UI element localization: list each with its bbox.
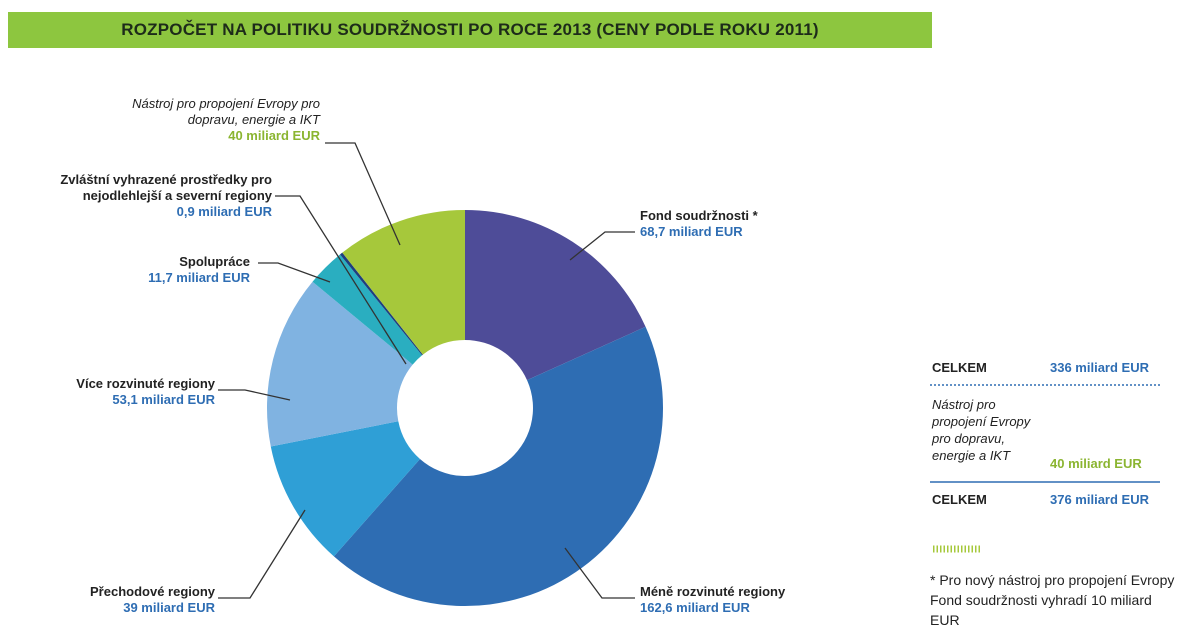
slice-label: Více rozvinuté regiony 53,1 miliard EUR [15,376,215,408]
summary-value: 336 miliard EUR [1050,360,1149,375]
slice-label: Nástroj pro propojení Evropy pro dopravu… [95,96,320,144]
title-banner: ROZPOČET NA POLITIKU SOUDRŽNOSTI PO ROCE… [8,12,932,48]
category-label: Méně rozvinuté regiony [640,584,786,599]
slice-label: Zvláštní vyhrazené prostředky pro nejodl… [12,172,272,220]
slice-label: Méně rozvinuté regiony 162,6 miliard EUR [640,584,840,616]
slice-label: Přechodové regiony 39 miliard EUR [15,584,215,616]
leader-line [258,262,331,283]
summary-label: CELKEM [932,492,987,507]
value-label: 0,9 miliard EUR [176,204,272,219]
category-label: Více rozvinuté regiony [76,376,215,391]
donut-slice [266,281,413,447]
summary-value: 40 miliard EUR [1050,456,1142,471]
category-label: Nástroj pro propojení Evropy pro dopravu… [132,96,320,127]
summary-label: CELKEM [932,360,987,375]
footnote: * Pro nový nástroj pro propojení Evropy … [930,572,1175,628]
slice-label: Spolupráce 11,7 miliard EUR [50,254,250,286]
donut-slice [270,421,420,557]
chart-title: ROZPOČET NA POLITIKU SOUDRŽNOSTI PO ROCE… [121,20,819,39]
slice-label: Fond soudržnosti * 68,7 miliard EUR [640,208,840,240]
category-label: Přechodové regiony [90,584,215,599]
leader-lines [218,142,635,599]
leader-line [569,231,635,261]
donut-slice [339,252,423,356]
leader-line [218,509,306,599]
value-label: 11,7 miliard EUR [148,270,250,285]
category-label: Spolupráce [179,254,250,269]
leader-line [564,547,635,599]
category-label: Zvláštní vyhrazené prostředky pro nejodl… [60,172,272,203]
value-label: 53,1 miliard EUR [112,392,215,407]
leader-line [218,389,291,401]
summary-value: 376 miliard EUR [1050,492,1149,507]
value-label: 39 miliard EUR [123,600,215,615]
category-label: Fond soudržnosti * [640,208,758,223]
value-label: 68,7 miliard EUR [640,224,743,239]
donut-slice [312,254,423,365]
summary-label: Nástroj pro propojení Evropy pro dopravu… [932,397,1031,463]
donut-slice [333,326,664,607]
value-label: 40 miliard EUR [228,128,320,143]
leader-line [325,142,401,246]
donut-slice [465,210,646,381]
donut-slice [342,210,465,355]
leader-line [275,195,407,365]
value-label: 162,6 miliard EUR [640,600,750,615]
